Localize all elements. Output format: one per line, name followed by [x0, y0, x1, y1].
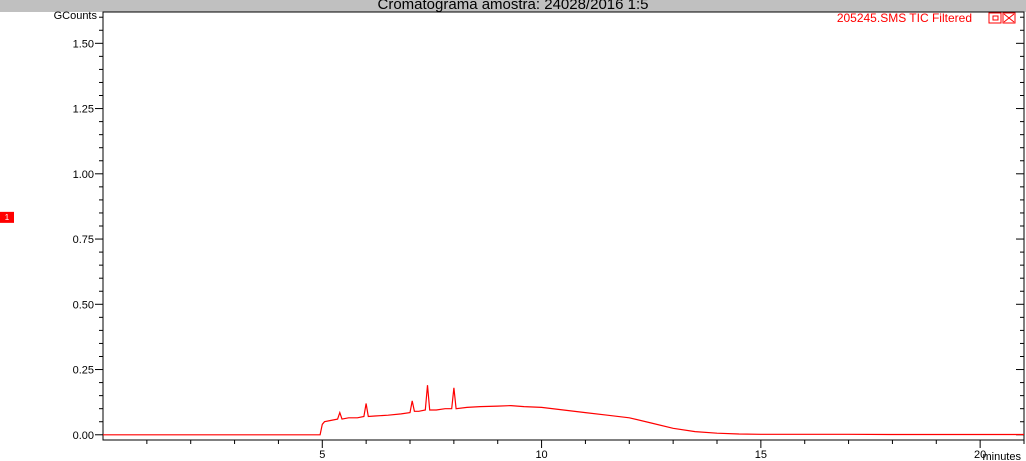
y-axis-label: GCounts	[54, 10, 98, 22]
restore-icon-inner	[992, 15, 999, 21]
x-tick-label: 20	[974, 449, 986, 461]
y-tick-label: 1.25	[73, 104, 94, 116]
y-tick-label: 0.50	[73, 299, 94, 311]
y-tick-label: 0.00	[73, 430, 94, 442]
trace-marker-label: 1	[5, 213, 10, 222]
x-axis-label: minutes	[982, 451, 1021, 461]
restore-icon[interactable]	[988, 12, 1002, 24]
plot-frame	[102, 11, 1025, 441]
trace-marker[interactable]	[0, 211, 14, 223]
x-tick-label: 5	[319, 449, 325, 461]
close-icon-stroke	[1003, 13, 1015, 23]
y-tick-label: 1.00	[73, 169, 94, 181]
x-tick-label: 15	[755, 449, 767, 461]
y-tick-label: 0.25	[73, 365, 94, 377]
trace-label: 205245.SMS TIC Filtered	[837, 11, 972, 25]
y-tick-label: 0.75	[73, 234, 94, 246]
chart-title: Cromatograma amostra: 24028/2016 1:5	[0, 0, 1026, 12]
x-tick-label: 10	[535, 449, 547, 461]
y-tick-label: 1.50	[73, 38, 94, 50]
series-line[interactable]	[103, 385, 1024, 436]
